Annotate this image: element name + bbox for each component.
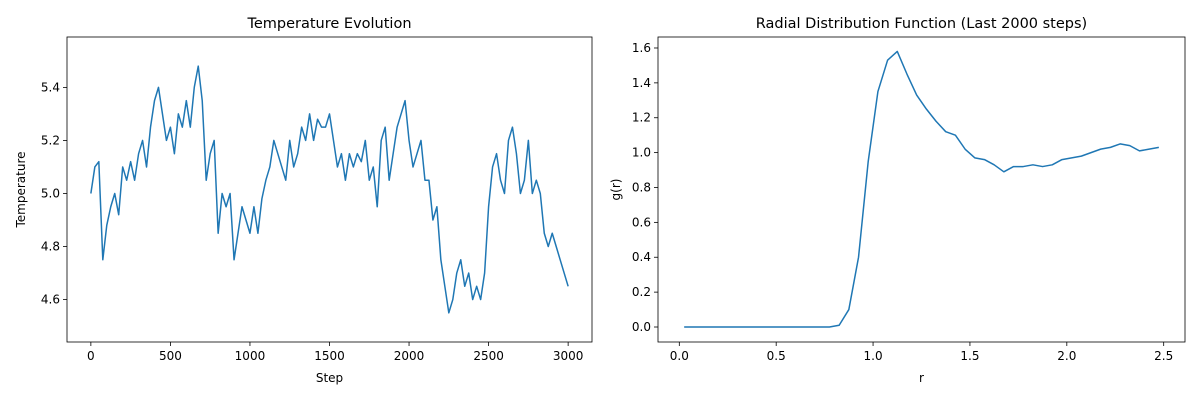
x-axis-label: r	[919, 371, 924, 385]
x-tick-label: 2000	[394, 349, 425, 363]
x-tick-label: 2.5	[1154, 349, 1173, 363]
x-tick-label: 2500	[473, 349, 504, 363]
y-tick-label: 5.4	[41, 80, 60, 94]
x-tick-label: 500	[159, 349, 182, 363]
x-tick-label: 2.0	[1057, 349, 1076, 363]
chart-title: Radial Distribution Function (Last 2000 …	[756, 16, 1087, 32]
x-tick-label: 0	[87, 349, 95, 363]
axes-frame	[66, 36, 593, 343]
x-tick-label: 3000	[553, 349, 584, 363]
x-tick-label: 1000	[235, 349, 266, 363]
y-tick-label: 5.2	[41, 133, 60, 147]
y-axis-label: Temperature	[14, 151, 28, 228]
x-tick-label: 1500	[314, 349, 345, 363]
y-tick-label: 4.6	[41, 293, 60, 307]
x-tick-label: 0.5	[767, 349, 786, 363]
x-axis-label: Step	[316, 371, 343, 385]
y-tick-label: 4.8	[41, 240, 60, 254]
data-line	[684, 50, 1159, 328]
data-line	[90, 65, 569, 314]
y-tick-label: 5.0	[41, 186, 60, 200]
y-tick-label: 0.2	[632, 285, 651, 299]
y-tick-label: 1.6	[632, 41, 651, 55]
y-axis-label: g(r)	[609, 179, 623, 201]
y-tick-label: 0.6	[632, 215, 651, 229]
y-tick-label: 0.8	[632, 180, 651, 194]
axes-frame	[657, 36, 1186, 343]
y-tick-label: 0.4	[632, 250, 651, 264]
y-tick-label: 1.0	[632, 146, 651, 160]
x-tick-label: 1.0	[864, 349, 883, 363]
y-tick-label: 1.2	[632, 111, 651, 125]
y-tick-label: 0.0	[632, 320, 651, 334]
chart-title: Temperature Evolution	[246, 16, 411, 32]
y-tick-label: 1.4	[632, 76, 651, 90]
x-tick-label: 1.5	[960, 349, 979, 363]
x-tick-label: 0.0	[670, 349, 689, 363]
